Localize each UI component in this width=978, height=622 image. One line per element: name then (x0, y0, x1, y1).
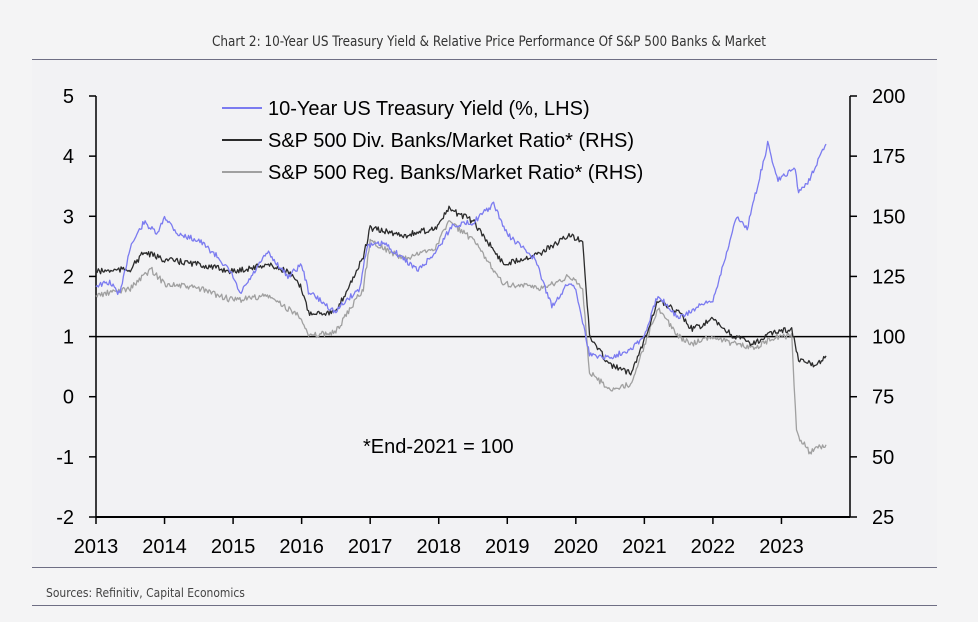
bottom-rule (32, 605, 937, 606)
x-tick-label: 2021 (622, 536, 667, 558)
x-tick-label: 2018 (416, 536, 461, 558)
y-left-tick-label: 4 (63, 146, 74, 168)
y-right-tick-label: 25 (872, 507, 894, 529)
y-left-tick-label: 1 (63, 327, 74, 349)
x-tick-label: 2016 (279, 536, 324, 558)
y-left-tick-label: 2 (63, 266, 74, 288)
chart-title: Chart 2: 10-Year US Treasury Yield & Rel… (211, 34, 766, 50)
series-line-treasury-yield (95, 140, 827, 361)
legend-label: S&P 500 Div. Banks/Market Ratio* (RHS) (268, 130, 634, 152)
mid-rule (32, 567, 937, 568)
source-note: Sources: Refinitiv, Capital Economics (46, 585, 245, 600)
y-right-tick-label: 50 (872, 447, 894, 469)
y-right-tick-label: 75 (872, 387, 894, 409)
y-left-tick-label: -2 (56, 507, 74, 529)
legend-label: 10-Year US Treasury Yield (%, LHS) (268, 98, 590, 120)
annotation: *End-2021 = 100 (363, 436, 514, 458)
top-rule (32, 59, 937, 60)
x-tick-label: 2017 (348, 536, 393, 558)
y-right-tick-label: 125 (872, 266, 905, 288)
y-right-tick-label: 100 (872, 327, 905, 349)
y-right-tick-label: 150 (872, 206, 905, 228)
legend-label: S&P 500 Reg. Banks/Market Ratio* (RHS) (268, 162, 643, 184)
series-line-div-banks-ratio (95, 205, 827, 376)
x-tick-label: 2014 (142, 536, 187, 558)
x-tick-label: 2022 (691, 536, 736, 558)
y-left-tick-label: 0 (63, 387, 74, 409)
chart-panel (32, 60, 937, 567)
x-tick-label: 2015 (211, 536, 256, 558)
x-tick-label: 2020 (554, 536, 599, 558)
x-tick-label: 2013 (74, 536, 119, 558)
y-right-tick-label: 175 (872, 146, 905, 168)
series-line-reg-banks-ratio (95, 220, 827, 455)
y-left-tick-label: 3 (63, 206, 74, 228)
x-tick-label: 2023 (759, 536, 804, 558)
y-left-tick-label: 5 (63, 86, 74, 108)
y-left-tick-label: -1 (56, 447, 74, 469)
y-right-tick-label: 200 (872, 86, 905, 108)
x-tick-label: 2019 (485, 536, 530, 558)
